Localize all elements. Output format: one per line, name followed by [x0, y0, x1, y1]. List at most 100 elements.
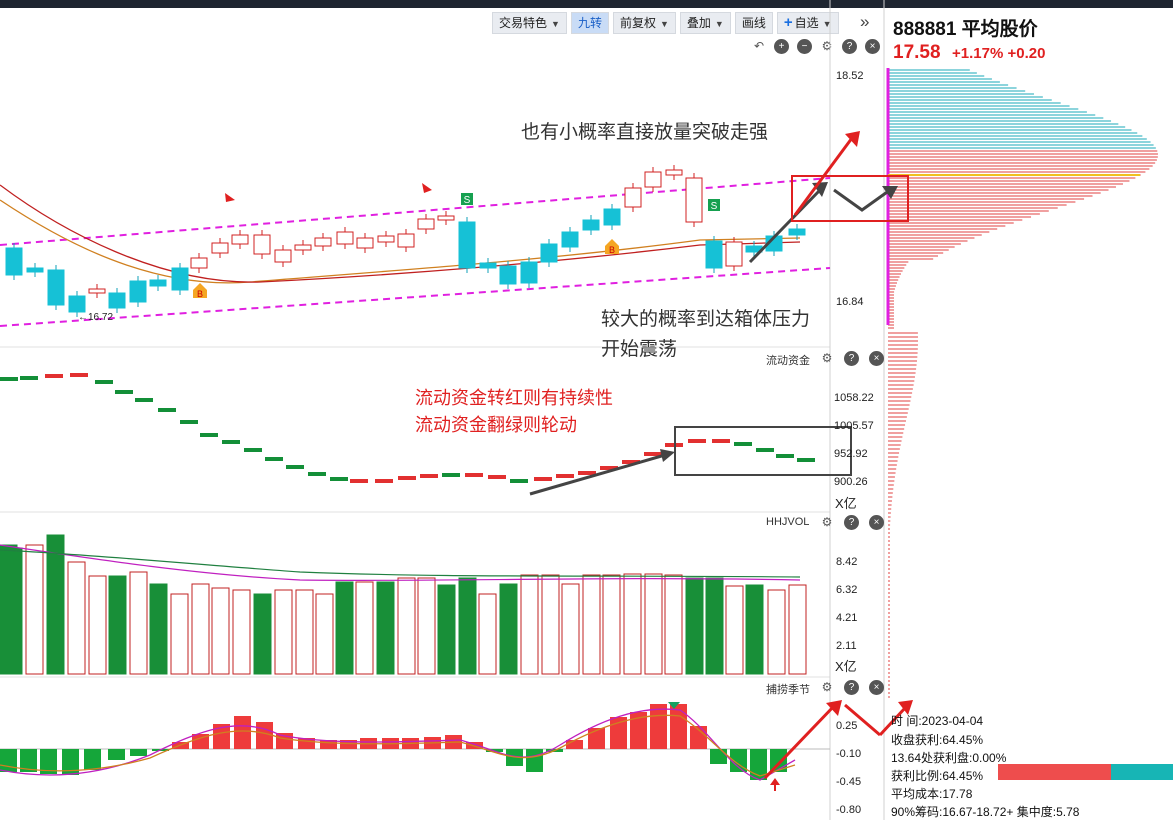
toolbar-watchlist[interactable]: + 自选 ▼ — [776, 12, 839, 34]
volume-panel-title: HHJVOL — [766, 516, 810, 528]
close-icon[interactable]: × — [869, 515, 884, 530]
price-change: +1.17% +0.20 — [952, 45, 1046, 62]
season-bar — [650, 704, 667, 749]
liquidity-bar — [797, 458, 815, 462]
arrowhead — [898, 700, 913, 715]
volume-bar — [108, 575, 127, 675]
candle-body — [644, 171, 662, 188]
caret-down-icon: ▼ — [551, 19, 560, 29]
liquidity-bar — [135, 398, 153, 402]
toolbar-forward-adjust[interactable]: 前复权 ▼ — [612, 12, 676, 34]
season-panel-icons: ⚙ ? × — [820, 680, 884, 695]
target-box — [791, 175, 909, 222]
caret-down-icon: ▼ — [822, 19, 832, 29]
candle-body — [561, 231, 579, 248]
liquidity-axis-3: 952.92 — [834, 448, 868, 460]
gear-icon[interactable]: ⚙ — [821, 515, 833, 529]
candle-body — [582, 219, 600, 231]
chip-profit-at: 13.64处获利盘:0.00% — [891, 751, 1007, 765]
volume-panel-icons: ⚙ ? × — [820, 515, 884, 530]
candle-body — [5, 247, 23, 276]
arrowhead — [660, 449, 675, 462]
season-arrow — [844, 703, 881, 737]
toolbar-trade-feature[interactable]: 交易特色 ▼ — [492, 12, 567, 34]
volume-bar — [499, 583, 518, 675]
volume-bar — [355, 581, 374, 675]
volume-bar — [67, 561, 86, 675]
annotation-zigzag — [833, 188, 891, 212]
volume-bar — [274, 589, 293, 675]
double-chevron-right-icon[interactable]: » — [860, 12, 870, 31]
channel-upper-line — [0, 177, 831, 246]
down-arrow-marker — [225, 193, 235, 202]
liquidity-bar — [70, 373, 88, 377]
volume-bar — [705, 577, 724, 675]
help-icon[interactable]: ? — [842, 39, 857, 54]
volume-bar — [4, 547, 23, 675]
arrowhead — [826, 700, 842, 716]
toolbar-nine-turn[interactable]: 九转 — [570, 12, 609, 34]
help-icon[interactable]: ? — [844, 515, 859, 530]
season-bar — [630, 712, 647, 749]
candle-body — [479, 262, 497, 269]
gear-icon[interactable]: ⚙ — [821, 351, 833, 365]
minus-circle-icon[interactable]: − — [797, 39, 812, 54]
season-bar — [588, 728, 605, 749]
liquidity-bar — [578, 471, 596, 475]
liquidity-bar — [200, 433, 218, 437]
volume-bar — [520, 574, 539, 675]
liquidity-bar — [0, 377, 18, 381]
volume-bar — [582, 574, 601, 675]
gear-icon[interactable]: ⚙ — [821, 39, 833, 53]
season-axis-4: -0.80 — [836, 804, 862, 816]
annotation-breakout: 也有小概率直接放量突破走强 — [521, 122, 769, 143]
season-bar — [130, 749, 147, 756]
season-bar — [0, 749, 17, 772]
volume-bar — [232, 589, 251, 675]
close-icon[interactable]: × — [865, 39, 880, 54]
close-icon[interactable]: × — [869, 680, 884, 695]
volume-bar — [602, 574, 621, 675]
volume-axis-4: 2.11 — [836, 640, 857, 652]
season-line-orange — [0, 714, 796, 777]
season-bar — [62, 749, 79, 775]
arrowhead — [845, 131, 860, 147]
plus-icon: + — [783, 14, 793, 31]
candle-body — [129, 280, 147, 303]
liquidity-bar — [622, 460, 640, 464]
liquidity-bar — [442, 473, 460, 477]
liquidity-axis-1: 1058.22 — [834, 392, 874, 404]
toolbar-draw-line[interactable]: 画线 — [734, 12, 773, 34]
help-icon[interactable]: ? — [844, 680, 859, 695]
volume-bar — [685, 577, 704, 675]
candle-body — [47, 269, 65, 306]
volume-axis-1: 8.42 — [836, 556, 858, 568]
season-bar — [610, 717, 627, 749]
volume-bar — [664, 574, 683, 675]
candle-body — [274, 249, 292, 263]
season-bar — [192, 734, 209, 749]
chart-toolbar: 交易特色 ▼ 九转 前复权 ▼ 叠加 ▼ 画线 + 自选 ▼ — [492, 12, 839, 34]
liquidity-highlight-box — [674, 426, 852, 476]
candle-body — [26, 267, 44, 273]
plus-circle-icon[interactable]: + — [774, 39, 789, 54]
liquidity-bars — [0, 373, 815, 483]
gear-icon[interactable]: ⚙ — [821, 680, 833, 694]
volume-bar — [541, 574, 560, 675]
season-arrow — [878, 706, 907, 737]
undo-icon[interactable]: ↶ — [753, 39, 765, 53]
help-icon[interactable]: ? — [844, 351, 859, 366]
stock-code-name: 888881 平均股价 — [893, 19, 1038, 40]
close-icon[interactable]: × — [869, 351, 884, 366]
ma-line-red — [0, 184, 801, 283]
candle-body — [685, 177, 703, 223]
candle-body — [540, 243, 558, 263]
candle-body — [336, 231, 354, 245]
toolbar-overlay[interactable]: 叠加 ▼ — [679, 12, 731, 34]
sell-signal-icon — [461, 193, 473, 205]
candle-body — [499, 265, 517, 285]
season-axis-3: -0.45 — [836, 776, 862, 788]
vol-ma-green — [0, 549, 801, 578]
volume-bar — [295, 589, 314, 675]
peak-marker — [668, 702, 680, 709]
